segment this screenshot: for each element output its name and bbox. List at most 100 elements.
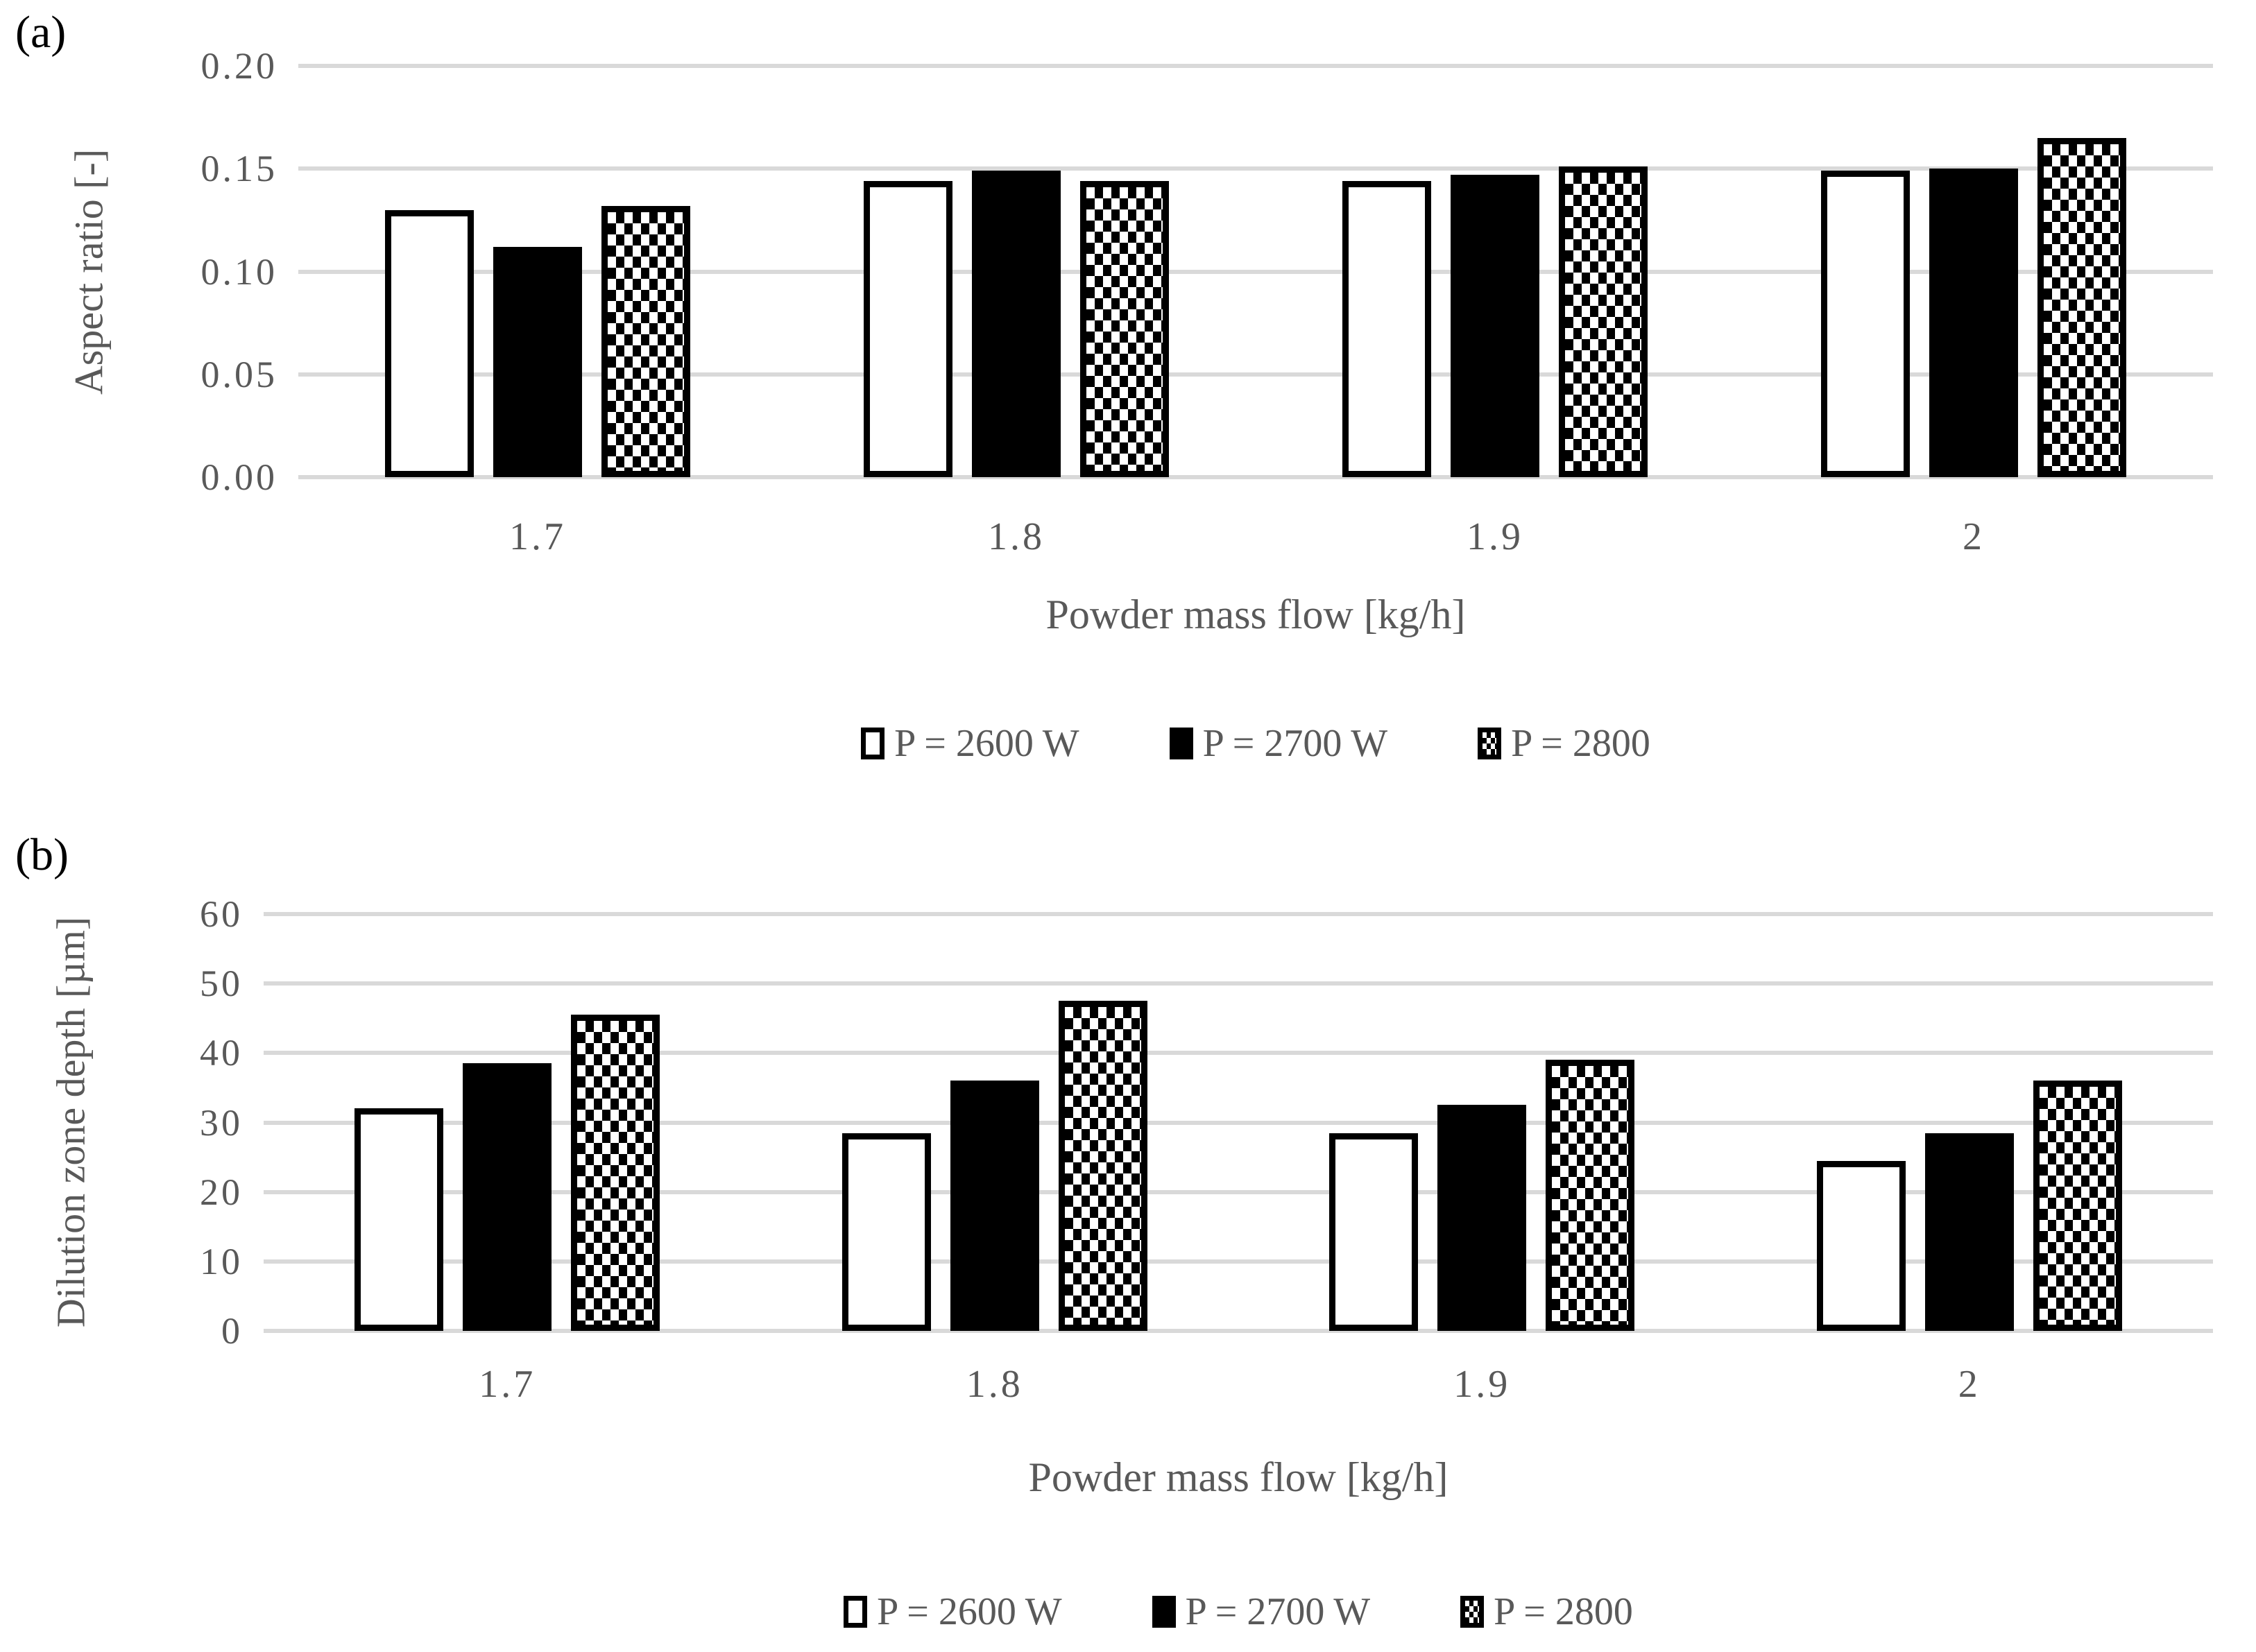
legend-label: P = 2700 W xyxy=(1202,722,1388,765)
y-axis-title-b: Dilution zone depth [µm] xyxy=(48,916,94,1328)
bar-dotted-1.9 xyxy=(1559,166,1648,477)
legend-b: P = 2600 W P = 2700 W P = 2800 xyxy=(264,1590,2213,1634)
panel-label-a: (a) xyxy=(15,7,67,58)
y-tick-label: 0 xyxy=(221,1310,243,1352)
gridline xyxy=(298,166,2213,171)
bar-solid-black-1.7 xyxy=(463,1063,552,1331)
gridline xyxy=(298,269,2213,274)
gridline xyxy=(298,64,2213,68)
gridline xyxy=(264,1259,2213,1264)
y-tick-label: 40 xyxy=(200,1032,243,1074)
bar-white-1.7 xyxy=(385,209,474,477)
y-tick-label: 0.05 xyxy=(200,353,277,395)
y-tick-label: 0.20 xyxy=(200,45,277,87)
bar-dotted-1.8 xyxy=(1058,1001,1147,1331)
gridline xyxy=(298,372,2213,377)
bar-white-1.9 xyxy=(1329,1133,1419,1331)
x-tick-label: 1.8 xyxy=(966,1363,1023,1406)
bar-group-2 xyxy=(1734,66,2213,477)
bar-solid-black-1.7 xyxy=(493,246,582,477)
plot-area-a xyxy=(298,64,2213,479)
y-tick-label: 10 xyxy=(200,1240,243,1282)
bar-solid-black-2 xyxy=(1924,1133,2014,1331)
legend-label: P = 2600 W xyxy=(877,1590,1062,1633)
legend-marker-solid-black-icon xyxy=(1152,1596,1176,1628)
x-axis-tick-labels-b: 1.7 1.8 1.9 2 xyxy=(264,1362,2213,1406)
bar-group-1.7 xyxy=(264,914,751,1331)
bar-group-1.8 xyxy=(777,66,1256,477)
gridline xyxy=(264,1189,2213,1194)
x-axis-title-b: Powder mass flow [kg/h] xyxy=(1028,1454,1449,1500)
y-tick-label: 0.15 xyxy=(200,148,277,190)
x-tick-label: 1.7 xyxy=(509,515,566,558)
gridline xyxy=(264,912,2213,916)
legend-label: P = 2600 W xyxy=(894,722,1079,765)
bar-group-2 xyxy=(1726,914,2214,1331)
bar-white-1.9 xyxy=(1342,181,1431,477)
bar-groups-a xyxy=(298,66,2213,477)
bar-white-1.7 xyxy=(354,1108,444,1331)
legend-entry: P = 2800 xyxy=(1460,1590,1633,1634)
legend-marker-dotted-icon xyxy=(1478,728,1502,759)
bar-dotted-1.8 xyxy=(1080,181,1169,477)
gridlines-a xyxy=(298,64,2213,479)
legend-label: P = 2800 xyxy=(1494,1590,1633,1633)
x-axis-title-a: Powder mass flow [kg/h] xyxy=(1045,592,1466,637)
legend-marker-solid-black-icon xyxy=(1169,728,1193,759)
y-tick-label: 30 xyxy=(200,1101,243,1144)
legend-a: P = 2600 W P = 2700 W P = 2800 xyxy=(298,721,2213,766)
y-axis-tick-labels-b: 60 50 40 30 20 10 0 xyxy=(104,893,243,1352)
bar-solid-black-2 xyxy=(1929,169,2018,477)
y-axis-tick-labels-a: 0.20 0.15 0.10 0.05 0.00 xyxy=(104,45,277,498)
y-tick-label: 20 xyxy=(200,1171,243,1213)
gridlines-b xyxy=(264,912,2213,1333)
gridline xyxy=(298,475,2213,479)
panel-label-b: (b) xyxy=(15,829,69,880)
bar-white-2 xyxy=(1821,171,1910,477)
bar-dotted-1.7 xyxy=(571,1015,660,1331)
legend-marker-white-icon xyxy=(861,728,885,759)
x-tick-label: 2 xyxy=(1963,515,1985,558)
gridline xyxy=(264,1120,2213,1125)
bar-group-1.9 xyxy=(1256,66,1734,477)
legend-marker-dotted-icon xyxy=(1460,1596,1485,1628)
legend-label: P = 2800 xyxy=(1511,722,1650,765)
bar-group-1.8 xyxy=(751,914,1239,1331)
bar-white-1.8 xyxy=(864,181,952,477)
x-tick-label: 1.7 xyxy=(479,1363,536,1406)
bar-dotted-2 xyxy=(2033,1081,2122,1331)
y-tick-label: 0.10 xyxy=(200,250,277,293)
legend-entry: P = 2600 W xyxy=(861,721,1079,766)
bar-white-1.8 xyxy=(841,1133,931,1331)
bar-solid-black-1.8 xyxy=(972,171,1061,477)
gridline xyxy=(264,981,2213,986)
bar-solid-black-1.9 xyxy=(1437,1105,1527,1331)
legend-label: P = 2700 W xyxy=(1185,1590,1371,1633)
bar-groups-b xyxy=(264,914,2213,1331)
bar-dotted-1.7 xyxy=(601,205,690,477)
legend-entry: P = 2700 W xyxy=(1152,1590,1371,1634)
legend-entry: P = 2700 W xyxy=(1169,721,1388,766)
bar-solid-black-1.8 xyxy=(950,1081,1039,1331)
bar-dotted-2 xyxy=(2037,137,2126,477)
legend-entry: P = 2600 W xyxy=(844,1590,1062,1634)
legend-entry: P = 2800 xyxy=(1478,721,1650,766)
x-tick-label: 1.9 xyxy=(1467,515,1523,558)
bar-dotted-1.9 xyxy=(1546,1060,1635,1331)
bar-solid-black-1.9 xyxy=(1451,175,1539,477)
y-tick-label: 60 xyxy=(200,893,243,935)
x-tick-label: 2 xyxy=(1958,1363,1981,1406)
x-tick-label: 1.9 xyxy=(1453,1363,1511,1406)
y-tick-label: 0.00 xyxy=(200,456,277,498)
plot-area-b xyxy=(264,912,2213,1333)
gridline xyxy=(264,1329,2213,1333)
y-tick-label: 50 xyxy=(200,963,243,1005)
bar-group-1.7 xyxy=(298,66,777,477)
x-axis-tick-labels-a: 1.7 1.8 1.9 2 xyxy=(298,515,2213,559)
bar-group-1.9 xyxy=(1238,914,1726,1331)
x-tick-label: 1.8 xyxy=(988,515,1045,558)
bar-white-2 xyxy=(1816,1160,1906,1331)
legend-marker-white-icon xyxy=(844,1596,868,1628)
gridline xyxy=(264,1051,2213,1056)
